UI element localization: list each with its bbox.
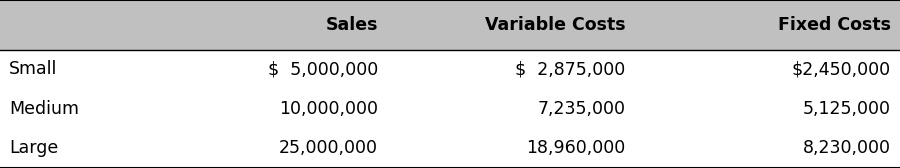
Bar xyxy=(0,0,900,50)
Text: 5,125,000: 5,125,000 xyxy=(803,100,891,118)
Text: Sales: Sales xyxy=(326,16,378,34)
Text: 8,230,000: 8,230,000 xyxy=(803,139,891,157)
Text: Variable Costs: Variable Costs xyxy=(485,16,626,34)
Text: 25,000,000: 25,000,000 xyxy=(279,139,378,157)
Text: $  5,000,000: $ 5,000,000 xyxy=(268,60,378,78)
Text: Fixed Costs: Fixed Costs xyxy=(778,16,891,34)
Text: $2,450,000: $2,450,000 xyxy=(792,60,891,78)
Text: $  2,875,000: $ 2,875,000 xyxy=(515,60,626,78)
Text: Medium: Medium xyxy=(9,100,79,118)
Text: 18,960,000: 18,960,000 xyxy=(526,139,626,157)
Text: 7,235,000: 7,235,000 xyxy=(537,100,625,118)
Text: Large: Large xyxy=(9,139,58,157)
Text: Small: Small xyxy=(9,60,58,78)
Text: 10,000,000: 10,000,000 xyxy=(279,100,378,118)
